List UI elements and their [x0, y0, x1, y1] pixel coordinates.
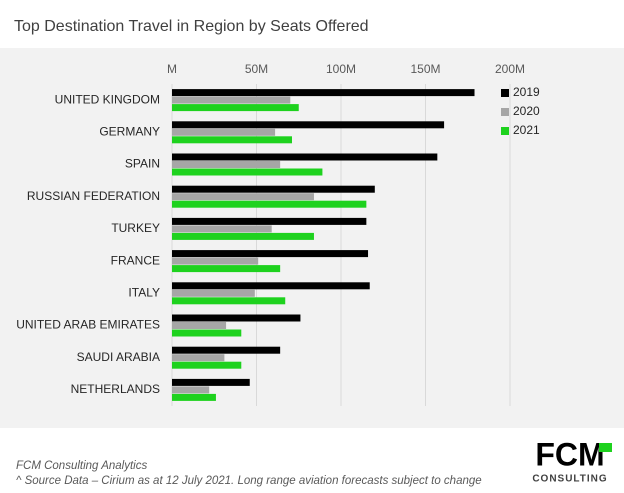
- bar: [172, 329, 242, 337]
- bar: [172, 217, 367, 225]
- bar: [172, 257, 259, 265]
- x-tick-label: 50M: [245, 62, 268, 76]
- legend-label: 2021: [513, 123, 540, 137]
- bar: [172, 153, 438, 161]
- bar: [172, 200, 367, 208]
- bar: [172, 128, 276, 136]
- bar: [172, 314, 301, 322]
- x-tick-label: 150M: [410, 62, 440, 76]
- bar: [172, 282, 370, 290]
- logo-accent: [599, 443, 612, 452]
- bar: [172, 168, 323, 176]
- y-tick-label: ITALY: [128, 285, 160, 299]
- legend-swatch: [501, 89, 509, 97]
- bar: [172, 161, 281, 168]
- y-tick-label: SPAIN: [125, 157, 160, 171]
- y-tick-label: RUSSIAN FEDERATION: [27, 189, 160, 203]
- y-tick-label: SAUDI ARABIA: [77, 350, 160, 364]
- x-tick-label: 100M: [326, 62, 356, 76]
- bar: [172, 346, 281, 354]
- bar: [172, 121, 445, 129]
- bar: [172, 193, 314, 201]
- bar: [172, 361, 242, 369]
- bar: [172, 89, 475, 97]
- bar: [172, 104, 299, 112]
- bar: [172, 386, 210, 394]
- logo-subtitle: CONSULTING: [532, 474, 607, 485]
- bar: [172, 225, 272, 233]
- bar: [172, 250, 369, 258]
- legend-swatch: [501, 108, 509, 116]
- x-tick-label: M: [167, 62, 177, 76]
- legend-swatch: [501, 127, 509, 135]
- x-tick-label: 200M: [495, 62, 525, 76]
- legend-label: 2019: [513, 85, 540, 99]
- bar: [172, 297, 286, 305]
- bar: [172, 185, 375, 193]
- y-tick-label: TURKEY: [111, 221, 160, 235]
- bar: [172, 136, 292, 144]
- legend-label: 2020: [513, 104, 540, 118]
- chart-title: Top Destination Travel in Region by Seat…: [14, 18, 369, 35]
- bar: [172, 265, 281, 273]
- bar: [172, 96, 291, 104]
- y-tick-label: UNITED ARAB EMIRATES: [16, 318, 160, 332]
- logo: FCM: [535, 436, 604, 472]
- y-tick-label: NETHERLANDS: [71, 382, 160, 396]
- y-tick-label: FRANCE: [111, 253, 160, 267]
- bar: [172, 322, 227, 329]
- bar: [172, 393, 216, 401]
- y-tick-label: GERMANY: [99, 124, 160, 138]
- bar: [172, 289, 255, 297]
- bar: [172, 232, 314, 240]
- source-note: ^ Source Data – Cirium as at 12 July 202…: [16, 475, 482, 487]
- bar: [172, 378, 250, 386]
- source-title: FCM Consulting Analytics: [16, 460, 147, 472]
- y-tick-label: UNITED KINGDOM: [55, 92, 160, 106]
- bar: [172, 354, 225, 362]
